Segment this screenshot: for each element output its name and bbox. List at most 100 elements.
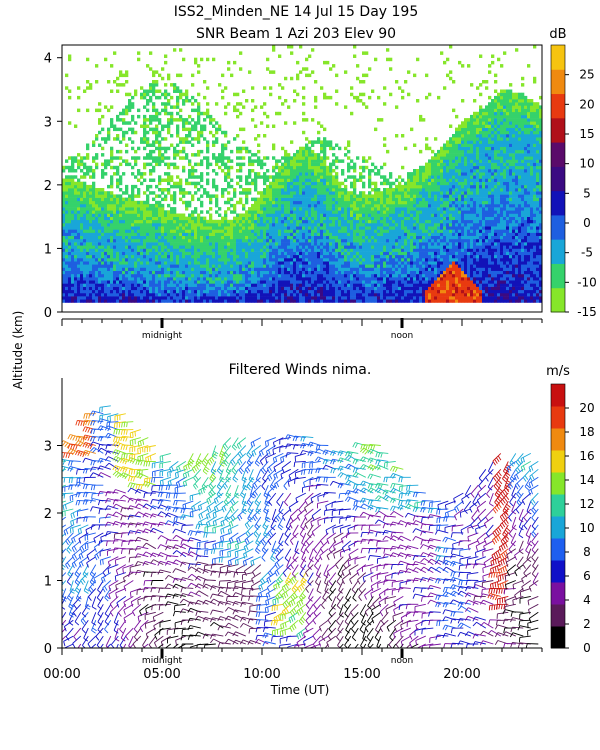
snr-cell — [140, 175, 144, 179]
snr-cell — [155, 216, 159, 221]
snr-cell — [365, 216, 369, 221]
snr-cell — [122, 207, 126, 211]
snr-cell — [74, 194, 78, 198]
snr-cell — [194, 216, 198, 221]
snr-cell — [71, 226, 75, 230]
snr-cell — [164, 280, 168, 284]
snr-cell — [209, 216, 213, 221]
snr-cell — [221, 270, 225, 275]
snr-cell — [305, 226, 309, 230]
snr-cell — [62, 258, 66, 262]
snr-cell — [299, 232, 303, 236]
snr-cell — [347, 149, 351, 154]
snr-cell — [290, 277, 294, 281]
snr-cell — [95, 194, 99, 198]
snr-cell — [260, 203, 264, 208]
snr-cell — [296, 153, 300, 157]
snr-cell — [89, 200, 93, 205]
snr-cell — [86, 289, 90, 294]
snr-cell — [320, 124, 324, 128]
snr-cell — [368, 181, 372, 186]
snr-cell — [257, 261, 261, 265]
snr-cell — [239, 245, 243, 249]
snr-cell — [266, 248, 270, 252]
snr-cell — [158, 200, 162, 205]
snr-cell — [188, 121, 192, 125]
snr-cell — [203, 118, 207, 122]
snr-cell — [83, 156, 87, 160]
snr-cell — [284, 178, 288, 182]
snr-cell — [158, 248, 162, 252]
snr-cell — [164, 232, 168, 236]
snr-cell — [89, 191, 93, 195]
snr-cell — [212, 184, 216, 189]
snr-cell — [188, 140, 192, 144]
snr-cell — [119, 219, 123, 224]
snr-cell — [335, 223, 339, 227]
snr-cell — [185, 273, 189, 278]
snr-cell — [182, 216, 186, 221]
snr-cell — [374, 191, 378, 195]
snr-cell — [194, 289, 198, 294]
snr-cell — [92, 156, 96, 160]
snr-cell — [191, 245, 195, 249]
snr-cell — [182, 200, 186, 205]
snr-cell — [371, 216, 375, 221]
snr-cell — [317, 137, 321, 141]
snr-cell — [128, 213, 132, 217]
snr-cell — [302, 67, 306, 71]
snr-cell — [386, 197, 390, 202]
snr-cell — [65, 270, 69, 275]
snr-cell — [371, 248, 375, 252]
snr-cell — [185, 248, 189, 252]
snr-cell — [74, 159, 78, 163]
snr-cell — [323, 283, 327, 287]
snr-cell — [188, 292, 192, 297]
snr-cell — [371, 232, 375, 236]
snr-cell — [119, 118, 123, 122]
snr-cell — [206, 264, 210, 268]
snr-cell — [194, 184, 198, 189]
snr-cell — [182, 235, 186, 240]
snr-cell — [62, 229, 66, 233]
snr-cell — [344, 207, 348, 211]
snr-cell — [209, 162, 213, 167]
snr-cell — [146, 162, 150, 167]
snr-cell — [272, 289, 276, 294]
snr-cell — [125, 184, 129, 189]
snr-cell — [326, 286, 330, 291]
snr-cell — [218, 289, 222, 294]
snr-cell — [179, 223, 183, 227]
snr-cell — [344, 184, 348, 189]
snr-cell — [305, 169, 309, 173]
snr-cell — [344, 219, 348, 224]
snr-cell — [359, 270, 363, 275]
snr-cell — [275, 191, 279, 195]
snr-cell — [173, 242, 177, 246]
snr-cell — [272, 296, 276, 300]
snr-cell — [371, 210, 375, 214]
snr-cell — [317, 258, 321, 262]
snr-cell — [209, 114, 213, 119]
snr-cell — [152, 264, 156, 268]
snr-cell — [230, 149, 234, 154]
snr-cell — [101, 169, 105, 173]
snr-cell — [263, 245, 267, 249]
snr-cell — [62, 292, 66, 297]
snr-cell — [218, 261, 222, 265]
snr-cell — [383, 264, 387, 268]
snr-cell — [362, 216, 366, 221]
snr-cell — [101, 232, 105, 236]
snr-cell — [317, 197, 321, 202]
snr-cell — [107, 283, 111, 287]
snr-cell — [86, 57, 90, 62]
snr-cell — [212, 277, 216, 281]
snr-cell — [173, 165, 177, 170]
snr-cell — [272, 242, 276, 246]
snr-cell — [71, 289, 75, 294]
snr-cell — [146, 296, 150, 300]
snr-cell — [191, 229, 195, 233]
snr-cell — [341, 248, 345, 252]
snr-cell — [326, 267, 330, 271]
snr-cell — [359, 92, 363, 97]
